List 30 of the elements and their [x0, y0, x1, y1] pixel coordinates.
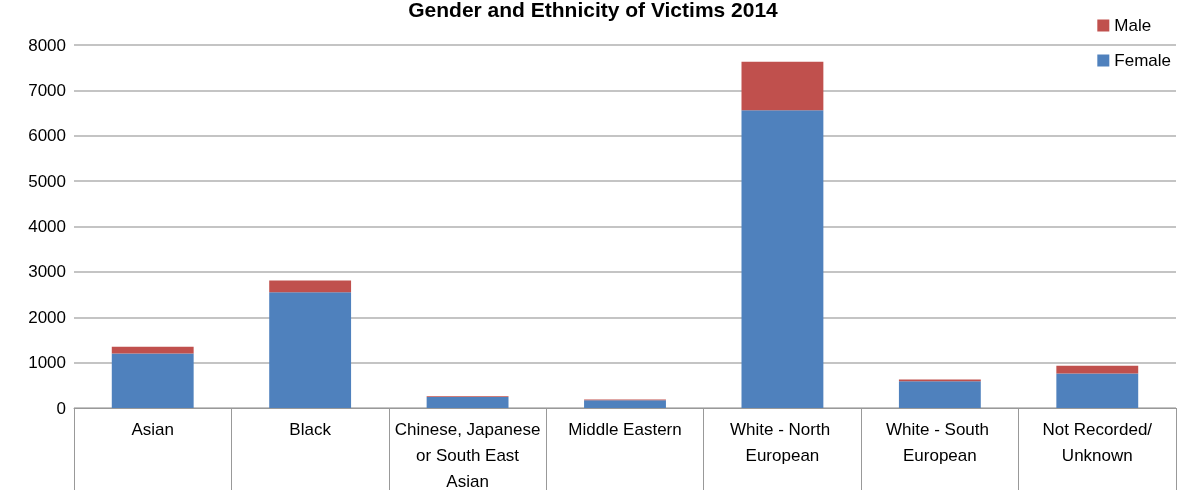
legend-label: Male [1114, 16, 1152, 35]
bar [269, 280, 352, 293]
y-tick-label: 0 [56, 398, 66, 418]
legend-label: Female [1114, 51, 1171, 70]
bar [584, 400, 666, 408]
y-tick-label: 8000 [28, 35, 66, 55]
x-tick-label: Asian [131, 419, 174, 439]
bar [111, 346, 194, 354]
bar [111, 353, 194, 408]
x-tick-label: Not Recorded/Unknown [1042, 419, 1153, 465]
y-tick-label: 5000 [28, 171, 66, 191]
y-tick-label: 2000 [28, 307, 66, 327]
bar [269, 292, 352, 408]
y-tick-label: 6000 [28, 126, 66, 146]
y-tick-label: 7000 [28, 80, 66, 100]
bar [426, 397, 509, 408]
x-tick-label: White - South European [886, 419, 994, 465]
y-tick-label: 4000 [28, 217, 66, 236]
bar [898, 381, 981, 408]
x-tick-label: Black [289, 419, 332, 439]
y-tick-label: 1000 [28, 353, 66, 373]
chart-title: Gender and Ethnicity of Victims 2014 [408, 0, 779, 21]
x-tick-label: Middle Eastern [568, 419, 682, 439]
bar [741, 61, 824, 111]
bar [1056, 373, 1139, 408]
x-tick-label: Chinese, Japanese or South East Asian [394, 419, 541, 491]
bar [741, 110, 824, 408]
y-tick-label: 3000 [28, 262, 66, 282]
bar [1056, 365, 1139, 374]
x-tick-label: White - North European [730, 419, 835, 465]
